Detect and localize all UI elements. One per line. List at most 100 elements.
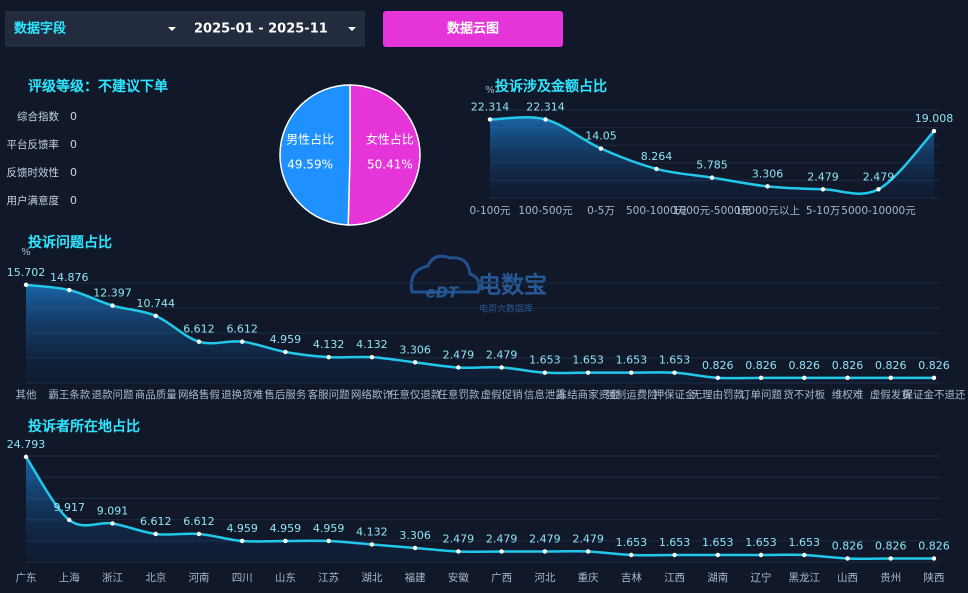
x-tick-label: 售后服务 [264,388,306,401]
data-label: 6.612 [183,323,215,336]
data-label: 9.917 [53,501,85,514]
point [585,370,591,375]
data-label: 2.479 [807,170,839,183]
filter-bar [5,11,365,47]
data-label: 0.826 [702,359,734,372]
cloud-button[interactable] [383,11,563,47]
x-tick-label: 山西 [837,572,858,584]
x-tick-label: 商品质量 [135,388,177,401]
point [456,549,461,554]
dropdown-arrow[interactable] [168,27,176,31]
point [326,538,331,544]
date-select-text[interactable]: 2025-01 - 2025-11 [194,22,328,37]
point [888,556,893,561]
point [542,370,548,375]
data-label: 4.959 [270,522,302,535]
point [888,375,893,381]
x-tick-label: 湖南 [707,571,728,584]
data-label: 6.612 [140,515,172,528]
pie-label: 女性占比 [366,132,414,147]
point [456,365,461,370]
point [758,552,764,558]
point [110,303,115,308]
field-select[interactable]: 数据字段 [14,21,176,37]
point [543,117,548,122]
x-tick-label: 100-500元 [518,205,573,217]
data-label: 4.959 [226,522,258,535]
point [629,370,634,375]
point [499,365,504,370]
field-select-text[interactable]: 数据字段 [14,21,66,37]
x-tick-label: 客服问题 [308,388,350,401]
x-tick-label: 江苏 [318,571,339,584]
data-label: 1.653 [572,354,604,367]
point [153,531,158,537]
x-tick-label: 维权难 [832,388,864,401]
data-label: 12.397 [93,287,132,300]
data-label: 1.653 [659,536,691,549]
point [67,287,72,293]
rating-label: 综合指数 [17,110,59,123]
point [598,146,604,151]
data-label: 2.479 [443,532,475,545]
watermark-brand: 电数宝 [478,272,547,299]
x-tick-label: 无理由罚款 [692,388,745,401]
unit-label: % [21,247,31,258]
x-tick-label: 上海 [59,571,80,584]
x-tick-label: 吉林 [621,571,642,584]
data-label: 1.653 [702,536,734,549]
x-tick-label: 江西 [664,572,685,584]
data-label: 2.479 [486,532,518,545]
rating-label: 用户满意度 [7,194,60,207]
date-select[interactable]: 2025-01 - 2025-11 [194,22,356,37]
x-tick-label: 冻结商家资金 [557,388,620,401]
x-tick-label: 10000元以上 [735,205,800,217]
rating-value: 0 [70,110,77,123]
pie-label: 男性占比 [286,132,334,147]
x-tick-label: 网络售假 [178,388,220,401]
point [654,166,659,172]
rating-value: 0 [70,138,77,151]
data-label: 8.264 [641,150,673,163]
x-tick-label: 强制运费险 [605,388,658,401]
point [876,187,881,192]
data-label: 1.653 [659,354,691,367]
data-label: 4.959 [313,522,345,535]
data-label: 0.826 [875,539,907,552]
point [369,542,375,547]
point [67,517,72,523]
data-label: 24.793 [7,438,46,451]
x-tick-label: 浙江 [102,572,123,584]
cloud-button-text[interactable]: 数据云图 [447,21,499,37]
rating-label: 平台反馈率 [7,138,60,151]
x-tick-label: 河南 [188,571,209,584]
x-tick-label: 退款问题 [91,388,133,401]
dropdown-arrow[interactable] [348,27,356,31]
data-label: 5.785 [696,159,728,172]
x-tick-label: 网络欺诈 [351,388,393,401]
data-label: 19.008 [915,112,954,125]
data-label: 0.826 [918,539,950,552]
point [802,375,807,381]
x-tick-label: 广东 [16,571,37,584]
x-tick-label: 贵州 [880,571,901,584]
data-label: 1.653 [616,536,648,549]
x-tick-label: 北京 [145,571,166,584]
point [931,556,937,561]
x-tick-label: 河北 [534,572,555,584]
data-label: 0.826 [875,359,907,372]
x-tick-label: 押保证金 [654,388,696,401]
x-tick-label: 订单问题 [740,388,782,401]
point [820,187,826,192]
point [499,549,504,554]
x-tick-label: 其他 [16,388,37,401]
point [715,375,721,381]
line-area [26,284,934,383]
point [845,556,850,561]
point [23,282,29,288]
x-tick-label: 重庆 [578,571,599,584]
x-tick-label: 四川 [232,572,253,584]
x-tick-label: 0-100元 [469,205,511,217]
data-label: 0.826 [745,359,777,372]
